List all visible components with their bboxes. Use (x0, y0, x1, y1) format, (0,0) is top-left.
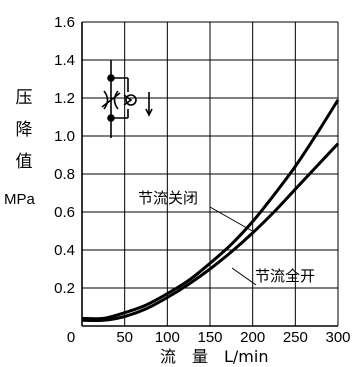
series-line-throttle-open (81, 142, 340, 323)
y-axis-label-char: 降 (16, 120, 33, 140)
annotation-throttle-closed: 节流关闭 (138, 189, 198, 207)
x-axis-label: 流 量 L/min (160, 347, 268, 366)
tick-labels: 0 50 100 150 200 250 300 0.2 0.4 0.6 0.8 1.0 1.2 1.4 1… (54, 14, 350, 346)
x-tick-label: 0 (67, 329, 75, 346)
series-line-throttle-closed (81, 99, 340, 321)
y-tick-label: 1.2 (54, 90, 75, 107)
x-tick-label: 150 (197, 329, 222, 346)
y-axis-label: 压降值 (16, 88, 33, 172)
annotation-leader-closed (209, 206, 255, 233)
grid (82, 21, 339, 326)
series-lines (81, 99, 340, 323)
y-tick-label: 1.0 (54, 128, 75, 145)
y-tick-label: 1.6 (54, 14, 75, 31)
throttle-valve-symbol-icon (101, 60, 153, 138)
y-tick-label: 0.4 (54, 242, 75, 259)
y-axis-unit: MPa (4, 191, 36, 208)
annotation-throttle-open: 节流全开 (255, 267, 315, 285)
y-tick-label: 0.2 (54, 280, 75, 297)
x-tick-label: 250 (283, 329, 308, 346)
y-tick-label: 1.4 (54, 52, 75, 69)
y-axis-label-char: 压 (16, 88, 33, 108)
x-tick-label: 200 (240, 329, 265, 346)
y-tick-label: 0.8 (54, 166, 75, 183)
x-tick-label: 50 (116, 329, 133, 346)
x-tick-label: 300 (325, 329, 350, 346)
y-axis-label-char: 值 (16, 152, 33, 172)
y-tick-label: 0.6 (54, 204, 75, 221)
annotation-leader-open (231, 267, 257, 286)
x-tick-label: 100 (155, 329, 180, 346)
axes (81, 22, 338, 327)
